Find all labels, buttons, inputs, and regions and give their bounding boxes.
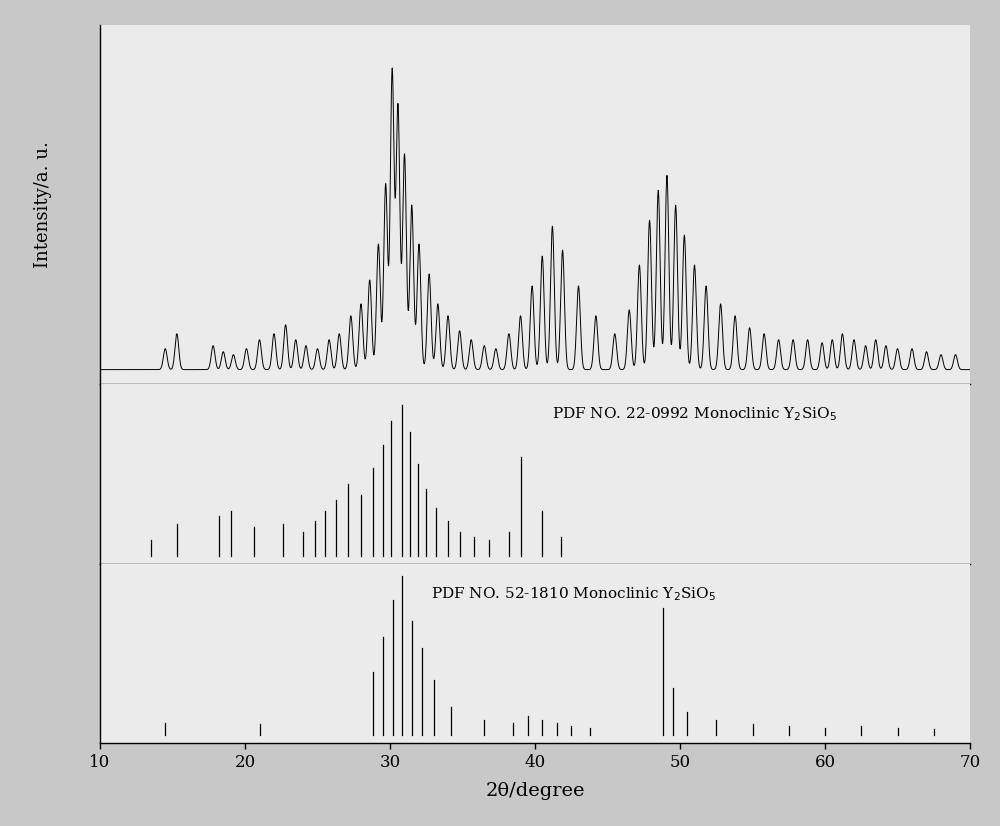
Text: PDF NO. 52-1810 Monoclinic Y$_2$SiO$_5$: PDF NO. 52-1810 Monoclinic Y$_2$SiO$_5$ (431, 586, 716, 603)
Text: PDF NO. 22-0992 Monoclinic Y$_2$SiO$_5$: PDF NO. 22-0992 Monoclinic Y$_2$SiO$_5$ (552, 406, 837, 424)
Y-axis label: Intensity/a. u.: Intensity/a. u. (34, 141, 52, 268)
X-axis label: 2θ/degree: 2θ/degree (485, 782, 585, 800)
